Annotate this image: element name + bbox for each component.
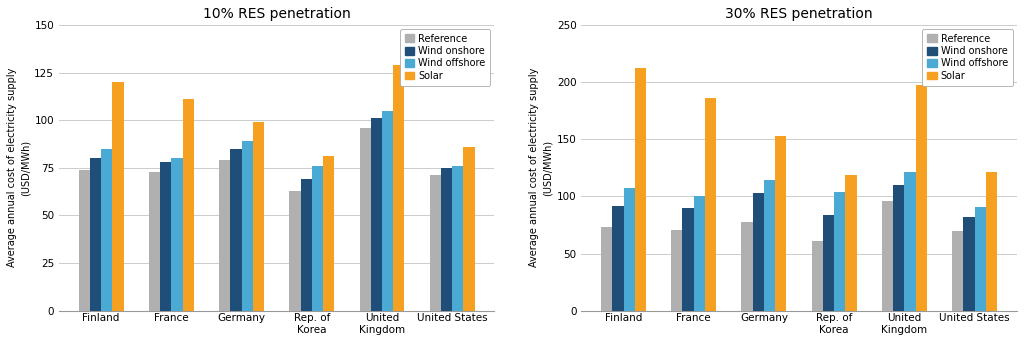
Bar [986, 172, 997, 311]
Legend: Reference, Wind onshore, Wind offshore, Solar: Reference, Wind onshore, Wind offshore, … [399, 29, 490, 86]
Bar [171, 158, 182, 311]
Bar [160, 162, 171, 311]
Title: 10% RES penetration: 10% RES penetration [203, 7, 350, 21]
Bar [253, 122, 264, 311]
Bar [148, 172, 160, 311]
Bar [430, 175, 441, 311]
Bar [79, 170, 90, 311]
Bar [682, 208, 693, 311]
Bar [113, 82, 124, 311]
Bar [672, 229, 682, 311]
Legend: Reference, Wind onshore, Wind offshore, Solar: Reference, Wind onshore, Wind offshore, … [923, 29, 1013, 86]
Bar [601, 227, 612, 311]
Bar [915, 86, 927, 311]
Bar [705, 98, 716, 311]
Bar [393, 65, 404, 311]
Bar [90, 158, 101, 311]
Bar [359, 128, 371, 311]
Bar [323, 156, 334, 311]
Bar [823, 215, 835, 311]
Bar [441, 168, 453, 311]
Bar [975, 207, 986, 311]
Bar [835, 192, 846, 311]
Bar [635, 68, 646, 311]
Bar [219, 160, 230, 311]
Bar [882, 201, 893, 311]
Bar [290, 190, 300, 311]
Bar [693, 196, 705, 311]
Bar [812, 241, 823, 311]
Y-axis label: Average annual cost of electricity supply
(USD/MWh): Average annual cost of electricity suppl… [529, 68, 553, 267]
Bar [741, 222, 753, 311]
Bar [230, 149, 242, 311]
Bar [964, 217, 975, 311]
Bar [311, 166, 323, 311]
Bar [893, 185, 904, 311]
Bar [904, 172, 915, 311]
Bar [382, 110, 393, 311]
Bar [624, 188, 635, 311]
Bar [101, 149, 113, 311]
Bar [775, 136, 786, 311]
Y-axis label: Average annual cost of electricity supply
(USD/MWh): Average annual cost of electricity suppl… [7, 68, 30, 267]
Bar [453, 166, 464, 311]
Bar [464, 147, 475, 311]
Bar [753, 193, 764, 311]
Bar [371, 118, 382, 311]
Bar [182, 99, 194, 311]
Bar [764, 180, 775, 311]
Bar [846, 175, 857, 311]
Bar [952, 231, 964, 311]
Title: 30% RES penetration: 30% RES penetration [725, 7, 872, 21]
Bar [242, 141, 253, 311]
Bar [300, 179, 311, 311]
Bar [612, 206, 624, 311]
